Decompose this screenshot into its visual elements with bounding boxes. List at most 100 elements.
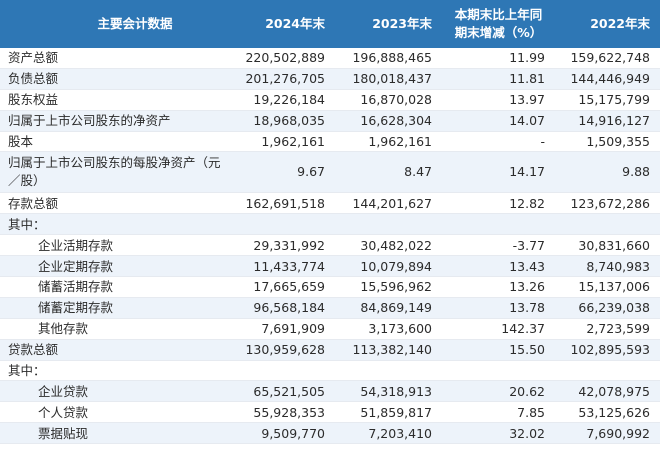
table-row: 股本 1,962,161 1,962,161 - 1,509,355: [0, 131, 660, 153]
cell-change: 14.07: [442, 110, 555, 132]
table-row: 其中：: [0, 213, 660, 236]
cell-2022: 1,509,355: [555, 131, 660, 153]
cell-2022: 102,895,593: [555, 339, 660, 361]
cell-2022: 2,723,599: [555, 318, 660, 340]
cell-2024: 17,665,659: [232, 276, 335, 298]
table-row: 资产总额 220,502,889 196,888,465 11.99 159,6…: [0, 48, 660, 69]
row-label: 归属于上市公司股东的每股净资产（元／股）: [0, 151, 232, 194]
cell-2022: 144,446,949: [555, 68, 660, 90]
cell-2022: 8,740,983: [555, 255, 660, 278]
cell-2023: 15,596,962: [335, 276, 442, 298]
header-2024: 2024年末: [232, 0, 335, 48]
cell-2022: 53,125,626: [555, 401, 660, 424]
cell-change: [442, 213, 555, 236]
row-label: 其中：: [0, 213, 232, 236]
cell-2022: 123,672,286: [555, 192, 660, 215]
cell-2024: 162,691,518: [232, 192, 335, 215]
cell-2022: 42,078,975: [555, 380, 660, 403]
cell-2024: 11,433,774: [232, 255, 335, 278]
header-2022: 2022年末: [555, 0, 660, 48]
cell-2022: 66,239,038: [555, 297, 660, 319]
header-metric: 主要会计数据: [0, 0, 232, 48]
cell-2022: 9.88: [555, 151, 660, 194]
cell-change: 11.81: [442, 68, 555, 90]
table-row: 贷款总额 130,959,628 113,382,140 15.50 102,8…: [0, 339, 660, 361]
cell-2022: 159,622,748: [555, 48, 660, 69]
cell-change: 11.99: [442, 48, 555, 69]
row-label: 归属于上市公司股东的净资产: [0, 110, 232, 132]
table-row: 负债总额 201,276,705 180,018,437 11.81 144,4…: [0, 68, 660, 90]
cell-2024: 130,959,628: [232, 339, 335, 361]
table-row: 票据贴现 9,509,770 7,203,410 32.02 7,690,992: [0, 422, 660, 445]
cell-2023: [335, 360, 442, 382]
cell-2023: 1,962,161: [335, 131, 442, 153]
cell-2023: 113,382,140: [335, 339, 442, 361]
cell-2024: 220,502,889: [232, 48, 335, 69]
table-row: 归属于上市公司股东的净资产 18,968,035 16,628,304 14.0…: [0, 110, 660, 132]
table-row: 其他存款 7,691,909 3,173,600 142.37 2,723,59…: [0, 318, 660, 340]
cell-2022: 30,831,660: [555, 234, 660, 257]
row-label: 其他存款: [0, 318, 232, 340]
table-row: 存款总额 162,691,518 144,201,627 12.82 123,6…: [0, 192, 660, 215]
cell-2023: 16,870,028: [335, 89, 442, 111]
cell-2024: 29,331,992: [232, 234, 335, 257]
table-row: 个人贷款 55,928,353 51,859,817 7.85 53,125,6…: [0, 401, 660, 424]
cell-2022: 15,137,006: [555, 276, 660, 298]
cell-change: -: [442, 131, 555, 153]
cell-2024: 1,962,161: [232, 131, 335, 153]
cell-2023: 84,869,149: [335, 297, 442, 319]
table-row: 企业定期存款 11,433,774 10,079,894 13.43 8,740…: [0, 255, 660, 278]
table-row: 归属于上市公司股东的每股净资产（元／股） 9.67 8.47 14.17 9.8…: [0, 151, 660, 194]
cell-2023: 51,859,817: [335, 401, 442, 424]
cell-2023: 10,079,894: [335, 255, 442, 278]
cell-2024: 201,276,705: [232, 68, 335, 90]
row-label: 企业定期存款: [0, 255, 232, 278]
cell-2023: 3,173,600: [335, 318, 442, 340]
cell-change: 14.17: [442, 151, 555, 194]
header-2023: 2023年末: [335, 0, 442, 48]
cell-change: -3.77: [442, 234, 555, 257]
cell-change: 13.97: [442, 89, 555, 111]
table-header-row: 主要会计数据 2024年末 2023年末 本期末比上年同期末增减（%） 2022…: [0, 0, 660, 48]
row-label: 贷款总额: [0, 339, 232, 361]
header-change: 本期末比上年同期末增减（%）: [442, 0, 555, 48]
cell-2023: [335, 213, 442, 236]
row-label: 企业贷款: [0, 380, 232, 403]
cell-2023: 30,482,022: [335, 234, 442, 257]
cell-change: 12.82: [442, 192, 555, 215]
cell-change: 32.02: [442, 422, 555, 445]
cell-change: 20.62: [442, 380, 555, 403]
cell-2023: 180,018,437: [335, 68, 442, 90]
cell-2023: 16,628,304: [335, 110, 442, 132]
row-label: 存款总额: [0, 192, 232, 215]
table-row: 企业贷款 65,521,505 54,318,913 20.62 42,078,…: [0, 380, 660, 403]
cell-2024: 55,928,353: [232, 401, 335, 424]
row-label: 资产总额: [0, 48, 232, 69]
cell-2023: 8.47: [335, 151, 442, 194]
cell-change: 13.43: [442, 255, 555, 278]
row-label: 票据贴现: [0, 422, 232, 445]
row-label: 储蓄活期存款: [0, 276, 232, 298]
financial-data-table: 主要会计数据 2024年末 2023年末 本期末比上年同期末增减（%） 2022…: [0, 0, 660, 445]
cell-2023: 196,888,465: [335, 48, 442, 69]
cell-2024: 19,226,184: [232, 89, 335, 111]
cell-2022: [555, 360, 660, 382]
row-label: 企业活期存款: [0, 234, 232, 257]
table-row: 股东权益 19,226,184 16,870,028 13.97 15,175,…: [0, 89, 660, 111]
cell-2022: 7,690,992: [555, 422, 660, 445]
cell-2022: [555, 213, 660, 236]
table-row: 企业活期存款 29,331,992 30,482,022 -3.77 30,83…: [0, 234, 660, 257]
cell-2023: 54,318,913: [335, 380, 442, 403]
cell-2024: 9,509,770: [232, 422, 335, 445]
cell-2024: 96,568,184: [232, 297, 335, 319]
cell-2022: 15,175,799: [555, 89, 660, 111]
cell-change: 13.26: [442, 276, 555, 298]
row-label: 负债总额: [0, 68, 232, 90]
cell-change: 7.85: [442, 401, 555, 424]
row-label: 个人贷款: [0, 401, 232, 424]
cell-2024: 18,968,035: [232, 110, 335, 132]
cell-2024: [232, 360, 335, 382]
row-label: 股东权益: [0, 89, 232, 111]
cell-2024: 7,691,909: [232, 318, 335, 340]
row-label: 储蓄定期存款: [0, 297, 232, 319]
